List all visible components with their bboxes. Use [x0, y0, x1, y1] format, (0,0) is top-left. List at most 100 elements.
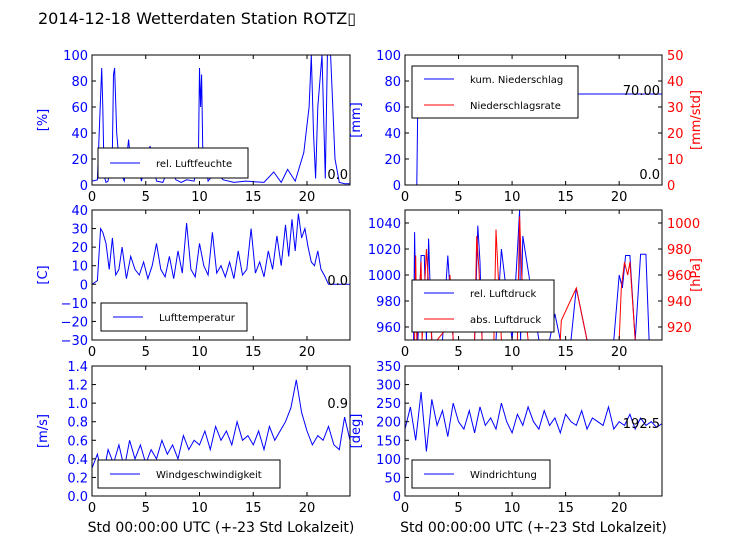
pressure-ytick-right-label: 1000	[667, 217, 700, 232]
winddirection-ytick-label: 0	[393, 490, 401, 505]
windspeed-ytick-label: 0.4	[67, 453, 88, 468]
precipitation-current-value: 70.00	[623, 84, 660, 99]
winddirection-xtick-label: 15	[557, 501, 574, 516]
winddirection-plot-frame	[404, 365, 663, 497]
pressure-ytick-label: 1000	[368, 269, 401, 284]
humidity-xtick-label: 15	[245, 190, 262, 205]
humidity-series-0	[92, 55, 350, 185]
precipitation-legend-box	[411, 65, 579, 119]
temperature-ytick-label: 40	[71, 204, 88, 219]
humidity-xtick-label: 5	[142, 190, 150, 205]
winddirection-series-0	[405, 391, 662, 452]
windspeed-ytick-label: 1.4	[67, 360, 88, 375]
precipitation-plot-frame	[404, 54, 663, 186]
windspeed-ytick-label: 0.0	[67, 490, 88, 505]
precipitation-ylabel: [mm]	[349, 102, 364, 137]
windspeed-ytick-label: 0.8	[67, 416, 88, 431]
temperature-ytick-label: −10	[61, 297, 88, 312]
precipitation-ytick-label: 60	[384, 101, 401, 116]
winddirection-xtick-label: 5	[454, 501, 462, 516]
precipitation-current-value-right: 0.0	[639, 168, 660, 183]
windspeed-xtick-label: 20	[299, 501, 316, 516]
temperature-xtick-label: 15	[245, 345, 262, 360]
winddirection-ytick-label: 100	[376, 453, 401, 468]
pressure-xtick-label: 5	[454, 345, 462, 360]
pressure-legend-box	[411, 279, 555, 333]
precipitation-ytick-label: 100	[376, 49, 401, 64]
pressure-ytick-right-label: 940	[667, 295, 692, 310]
temperature-xtick-label: 0	[88, 345, 96, 360]
winddirection-xtick-label: 0	[401, 501, 409, 516]
windspeed-xtick-label: 5	[142, 501, 150, 516]
temperature-ytick-label: 30	[71, 223, 88, 238]
temperature-ytick-label: 20	[71, 241, 88, 256]
precipitation-ytick-right-label: 30	[667, 101, 684, 116]
pressure-xtick-label: 0	[401, 345, 409, 360]
humidity-ytick-label: 60	[71, 101, 88, 116]
winddirection-ytick-label: 350	[376, 360, 401, 375]
precipitation-ytick-right-label: 20	[667, 127, 684, 142]
winddirection-ytick-label: 250	[376, 397, 401, 412]
humidity-current-value: 0.0	[327, 168, 348, 183]
pressure-xtick-label: 15	[557, 345, 574, 360]
precipitation-legend-label: kum. Niederschlag	[470, 75, 563, 86]
pressure-xtick-label: 20	[611, 345, 628, 360]
pressure-series-1	[405, 216, 641, 340]
precipitation-ytick-label: 80	[384, 75, 401, 90]
windspeed-ytick-label: 1.0	[67, 397, 88, 412]
humidity-xtick-label: 20	[299, 190, 316, 205]
winddirection-legend-label: Windrichtung	[470, 470, 537, 481]
temperature-xtick-label: 20	[299, 345, 316, 360]
pressure-ytick-label: 1020	[368, 243, 401, 258]
windspeed-current-value: 0.9	[327, 397, 348, 412]
pressure-ytick-label: 960	[376, 321, 401, 336]
temperature-current-value: 0.0	[327, 274, 348, 289]
precipitation-ytick-right-label: 40	[667, 75, 684, 90]
winddirection-ylabel: [deg]	[349, 414, 364, 449]
winddirection-xtick-label: 20	[611, 501, 628, 516]
pressure-xtick-label: 10	[504, 345, 521, 360]
temperature-ylabel: [C]	[36, 265, 51, 284]
windspeed-series-0	[92, 379, 350, 478]
windspeed-xlabel: Std 00:00:00 UTC (+-23 Std Lokalzeit)	[88, 520, 355, 536]
pressure-ytick-label: 1040	[368, 217, 401, 232]
pressure-ytick-right-label: 960	[667, 269, 692, 284]
precipitation-ytick-right-label: 10	[667, 153, 684, 168]
pressure-legend-label: rel. Luftdruck	[470, 289, 536, 300]
humidity-ytick-label: 80	[71, 75, 88, 90]
humidity-ytick-label: 40	[71, 127, 88, 142]
pressure-ylabel-right: [hPa]	[689, 258, 704, 292]
winddirection-ytick-label: 200	[376, 416, 401, 431]
humidity-legend-label: rel. Luftfeuchte	[156, 159, 232, 170]
precipitation-xtick-label: 5	[454, 190, 462, 205]
precipitation-ytick-label: 20	[384, 153, 401, 168]
windspeed-xtick-label: 15	[245, 501, 262, 516]
windspeed-plot-frame	[91, 365, 351, 497]
precipitation-xtick-label: 15	[557, 190, 574, 205]
temperature-ytick-label: 0	[80, 278, 88, 293]
windspeed-ytick-label: 0.2	[67, 471, 88, 486]
chart-title: 2014-12-18 Wetterdaten Station ROTZ▯	[38, 9, 357, 28]
winddirection-xtick-label: 10	[504, 501, 521, 516]
windspeed-ytick-label: 0.6	[67, 434, 88, 449]
pressure-ytick-right-label: 920	[667, 321, 692, 336]
humidity-plot-frame	[91, 54, 351, 186]
temperature-ytick-label: 10	[71, 260, 88, 275]
windspeed-xtick-label: 10	[191, 501, 208, 516]
precipitation-ytick-right-label: 0	[667, 179, 675, 194]
windspeed-xtick-label: 0	[88, 501, 96, 516]
pressure-legend-label: abs. Luftdruck	[470, 315, 541, 326]
humidity-ylabel: [%]	[36, 109, 51, 132]
temperature-series-0	[92, 213, 350, 285]
pressure-ytick-label: 980	[376, 295, 401, 310]
precipitation-xtick-label: 10	[504, 190, 521, 205]
humidity-ytick-label: 20	[71, 153, 88, 168]
precipitation-ytick-label: 40	[384, 127, 401, 142]
winddirection-ytick-label: 50	[384, 471, 401, 486]
winddirection-ytick-label: 150	[376, 434, 401, 449]
precipitation-ytick-label: 0	[393, 179, 401, 194]
temperature-plot-frame	[91, 209, 351, 341]
temperature-xtick-label: 5	[142, 345, 150, 360]
windspeed-legend-label: Windgeschwindigkeit	[156, 470, 262, 481]
